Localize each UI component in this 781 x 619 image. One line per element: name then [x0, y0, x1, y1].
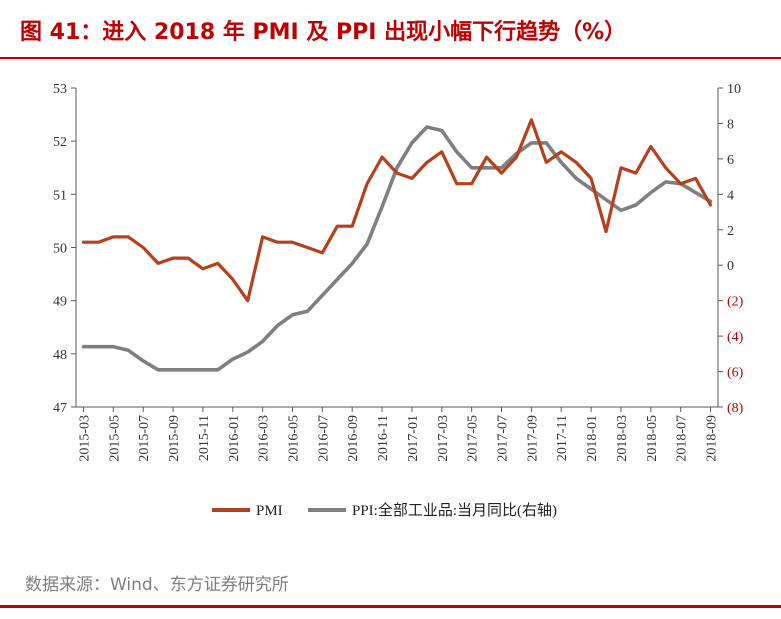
- right-tick-label: 0: [727, 259, 734, 274]
- x-tick-label: 2017-05: [466, 415, 481, 462]
- left-tick-label: 49: [53, 295, 67, 310]
- left-tick-label: 47: [53, 401, 67, 416]
- right-tick-label: 8: [727, 117, 734, 132]
- right-tick-label: (2): [727, 295, 744, 310]
- left-y-axis: 47 48 49 50 51 52 53: [53, 82, 77, 416]
- x-tick-label: 2017-01: [406, 415, 421, 462]
- title-divider: [0, 57, 781, 59]
- x-tick-label: 2016-09: [346, 415, 361, 462]
- left-tick-label: 52: [53, 135, 67, 150]
- right-tick-label: (4): [727, 330, 744, 345]
- right-tick-label: (8): [727, 401, 744, 416]
- x-tick-label: 2016-01: [227, 415, 242, 462]
- right-tick-label: (6): [727, 366, 744, 381]
- x-tick-label: 2017-09: [525, 415, 540, 462]
- source-note: 数据来源：Wind、东方证券研究所: [25, 575, 289, 595]
- right-tick-label: 2: [727, 224, 734, 239]
- x-tick-label: 2017-07: [496, 415, 511, 462]
- x-tick-label: 2016-03: [257, 415, 272, 462]
- series-group: [81, 118, 713, 372]
- x-tick-label: 2015-09: [167, 415, 182, 462]
- pmi-line: [81, 118, 713, 303]
- x-tick-label: 2015-11: [197, 415, 212, 461]
- legend-label-ppi: PPI:全部工业品:当月同比(右轴): [352, 501, 557, 519]
- right-y-axis: (8) (6) (4) (2) 0 2 4 6 8 10: [717, 82, 744, 416]
- left-tick-label: 48: [53, 348, 67, 363]
- x-tick-label: 2018-09: [705, 415, 720, 462]
- bottom-divider: [0, 605, 781, 608]
- x-tick-label: 2015-07: [137, 415, 152, 462]
- x-tick-label: 2016-05: [286, 415, 301, 462]
- x-tick-label: 2015-05: [107, 415, 122, 462]
- x-tick-label: 2017-03: [436, 415, 451, 462]
- x-tick-label: 2017-11: [555, 415, 570, 461]
- left-tick-label: 53: [53, 82, 67, 97]
- x-tick-label: 2018-01: [585, 415, 600, 462]
- ppi-line: [81, 125, 713, 372]
- legend: PMI PPI:全部工业品:当月同比(右轴): [212, 501, 557, 519]
- x-tick-label: 2016-11: [376, 415, 391, 461]
- legend-label-pmi: PMI: [256, 503, 283, 519]
- x-tick-label: 2018-07: [675, 415, 690, 462]
- right-tick-label: 4: [727, 188, 734, 203]
- left-tick-label: 50: [53, 242, 67, 257]
- x-tick-label: 2018-03: [615, 415, 630, 462]
- right-tick-label: 10: [727, 82, 741, 97]
- x-axis: 2015-03 2015-05 2015-07 2015-09 2015-11 2016-…: [76, 406, 720, 462]
- x-tick-label: 2018-05: [645, 415, 660, 462]
- right-tick-label: 6: [727, 153, 734, 168]
- chart-title: 图 41：进入 2018 年 PMI 及 PPI 出现小幅下行趋势（%）: [20, 20, 627, 45]
- left-tick-label: 51: [53, 188, 67, 203]
- x-tick-label: 2015-03: [77, 415, 92, 462]
- x-tick-label: 2016-07: [316, 415, 331, 462]
